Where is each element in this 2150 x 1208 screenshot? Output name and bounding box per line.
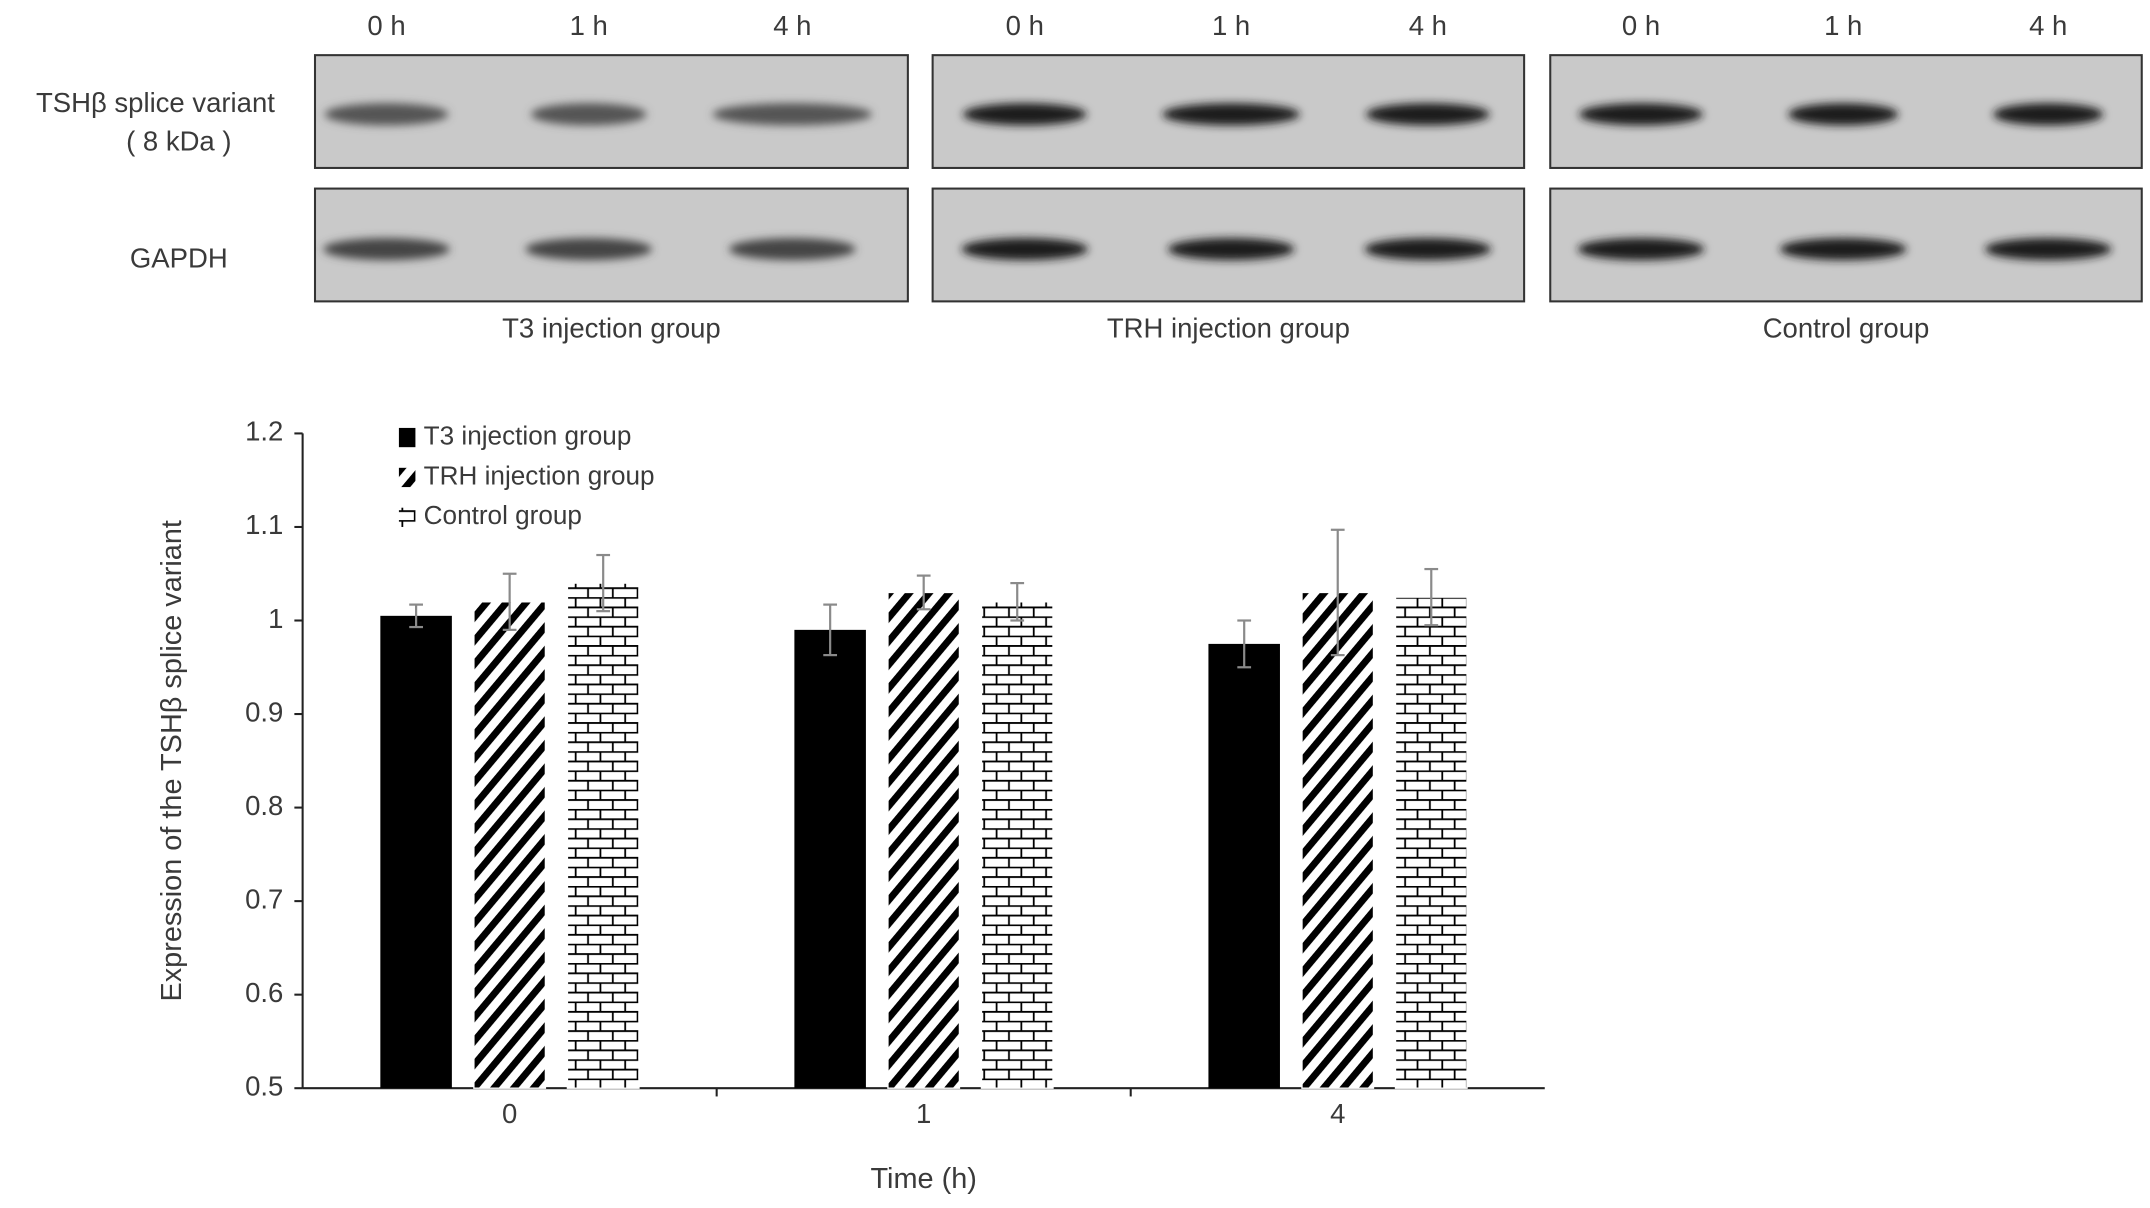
lane-label: 0 h xyxy=(1006,10,1044,41)
band xyxy=(961,238,1089,261)
error-bar xyxy=(502,572,517,631)
error-bar xyxy=(1010,581,1025,622)
bar xyxy=(473,601,547,1089)
lane-label: 0 h xyxy=(367,10,405,41)
y-tick-label: 0.9 xyxy=(245,696,283,727)
y-tick-label: 1 xyxy=(268,603,283,634)
band xyxy=(712,103,873,126)
band xyxy=(729,238,856,261)
legend-label: Control group xyxy=(424,500,582,530)
panel-label: T3 injection group xyxy=(502,313,721,344)
error-bar xyxy=(596,553,611,613)
bar xyxy=(1301,591,1375,1089)
y-tick-label: 1.2 xyxy=(245,416,283,447)
band xyxy=(1579,103,1703,126)
y-tick-label: 0.6 xyxy=(245,977,283,1008)
lane-label: 1 h xyxy=(570,10,608,41)
band xyxy=(962,103,1087,126)
bar xyxy=(566,582,640,1089)
bar xyxy=(794,629,866,1089)
row-label: TSHβ splice variant xyxy=(36,87,275,118)
x-tick-label: 1 xyxy=(916,1098,931,1129)
panel-label: Control group xyxy=(1763,313,1930,344)
band xyxy=(1577,238,1705,261)
legend-swatch xyxy=(398,427,416,448)
error-bar xyxy=(1424,567,1439,627)
lane-label: 4 h xyxy=(2029,10,2067,41)
lane-label: 4 h xyxy=(773,10,811,41)
row-label: GAPDH xyxy=(130,242,228,273)
lane-label: 4 h xyxy=(1409,10,1447,41)
legend-swatch xyxy=(398,507,416,527)
lane-label: 0 h xyxy=(1622,10,1660,41)
bar xyxy=(1394,596,1468,1089)
legend-label: TRH injection group xyxy=(424,460,655,490)
bar xyxy=(887,591,961,1089)
error-bar xyxy=(823,603,838,657)
bar xyxy=(980,601,1054,1089)
y-axis-title: Expression of the TSHβ splice variant xyxy=(156,520,188,1002)
y-tick-label: 0.8 xyxy=(245,790,283,821)
y-tick-label: 0.5 xyxy=(245,1070,283,1101)
band xyxy=(323,238,450,261)
legend-label: T3 injection group xyxy=(424,420,632,450)
band xyxy=(1984,238,2112,261)
band xyxy=(525,238,653,261)
band xyxy=(1364,238,1492,261)
error-bar xyxy=(409,603,423,629)
row-label: ( 8 kDa ) xyxy=(126,125,231,156)
band xyxy=(1162,103,1300,126)
y-tick-label: 1.1 xyxy=(245,509,283,540)
band xyxy=(1365,103,1490,126)
band xyxy=(1788,103,1899,126)
legend-swatch xyxy=(398,467,416,488)
x-axis-title: Time (h) xyxy=(870,1163,976,1195)
bar xyxy=(1208,643,1280,1089)
error-bar xyxy=(916,574,931,611)
panel-label: TRH injection group xyxy=(1107,313,1350,344)
band xyxy=(1779,238,1907,261)
band xyxy=(530,103,647,126)
x-tick-label: 0 xyxy=(502,1098,517,1129)
lane-label: 1 h xyxy=(1824,10,1862,41)
error-bar xyxy=(1330,528,1345,657)
band xyxy=(1993,103,2104,126)
band xyxy=(1167,238,1295,261)
band xyxy=(324,103,449,126)
lane-label: 1 h xyxy=(1212,10,1250,41)
error-bar xyxy=(1237,619,1252,669)
x-tick-label: 4 xyxy=(1330,1098,1345,1129)
y-tick-label: 0.7 xyxy=(245,883,283,914)
bar xyxy=(380,615,452,1089)
